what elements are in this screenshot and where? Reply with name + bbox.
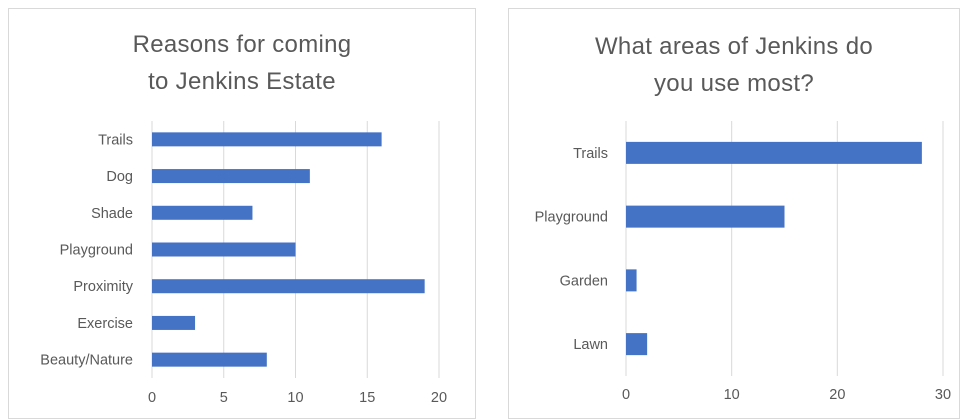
chart-title-line-1: Reasons for coming	[132, 31, 352, 58]
x-tick-label: 0	[622, 387, 630, 403]
category-label: Lawn	[573, 337, 608, 353]
category-label: Exercise	[77, 316, 133, 332]
bar	[152, 169, 310, 184]
category-label: Trails	[573, 146, 608, 162]
x-tick-label: 20	[829, 387, 845, 403]
category-label: Proximity	[73, 279, 133, 295]
category-label: Shade	[91, 206, 133, 222]
x-tick-label: 30	[935, 387, 951, 403]
bar	[626, 141, 922, 164]
x-tick-label: 15	[359, 390, 375, 406]
category-label: Playground	[60, 243, 133, 259]
bar	[626, 269, 637, 292]
x-tick-label: 10	[724, 387, 740, 403]
chart-reasons-panel: Reasons for coming to Jenkins Estate 0 5 1…	[8, 8, 476, 419]
areas-bar-chart: 0 10 20 30 Trails Playground Garden Lawn	[535, 121, 951, 403]
category-label: Dog	[106, 169, 133, 185]
x-tick-label: 5	[220, 390, 228, 406]
bar	[152, 132, 382, 147]
x-tick-label: 10	[287, 390, 303, 406]
bar	[152, 242, 296, 257]
reasons-bar-chart: 0 5 10 15 20 Trails Dog Shade Playground Proximit…	[40, 121, 447, 406]
category-label: Beauty/Nature	[40, 353, 133, 369]
chart-title: Reasons for coming to Jenkins Estate	[9, 26, 475, 100]
bar	[152, 315, 196, 330]
category-label: Garden	[560, 273, 608, 289]
bar	[626, 333, 648, 356]
bar	[152, 352, 267, 367]
chart-title-line-2: you use most?	[654, 70, 814, 97]
category-label: Trails	[98, 132, 133, 148]
chart-title: What areas of Jenkins do you use most?	[509, 28, 959, 102]
chart-areas-panel: What areas of Jenkins do you use most? 0…	[508, 8, 960, 419]
bar	[152, 279, 425, 294]
x-tick-label: 0	[148, 390, 156, 406]
bar	[626, 205, 785, 228]
category-label: Playground	[535, 210, 608, 226]
bar	[152, 205, 253, 220]
x-tick-label: 20	[431, 390, 447, 406]
chart-title-line-2: to Jenkins Estate	[148, 68, 336, 95]
chart-title-line-1: What areas of Jenkins do	[594, 33, 873, 60]
